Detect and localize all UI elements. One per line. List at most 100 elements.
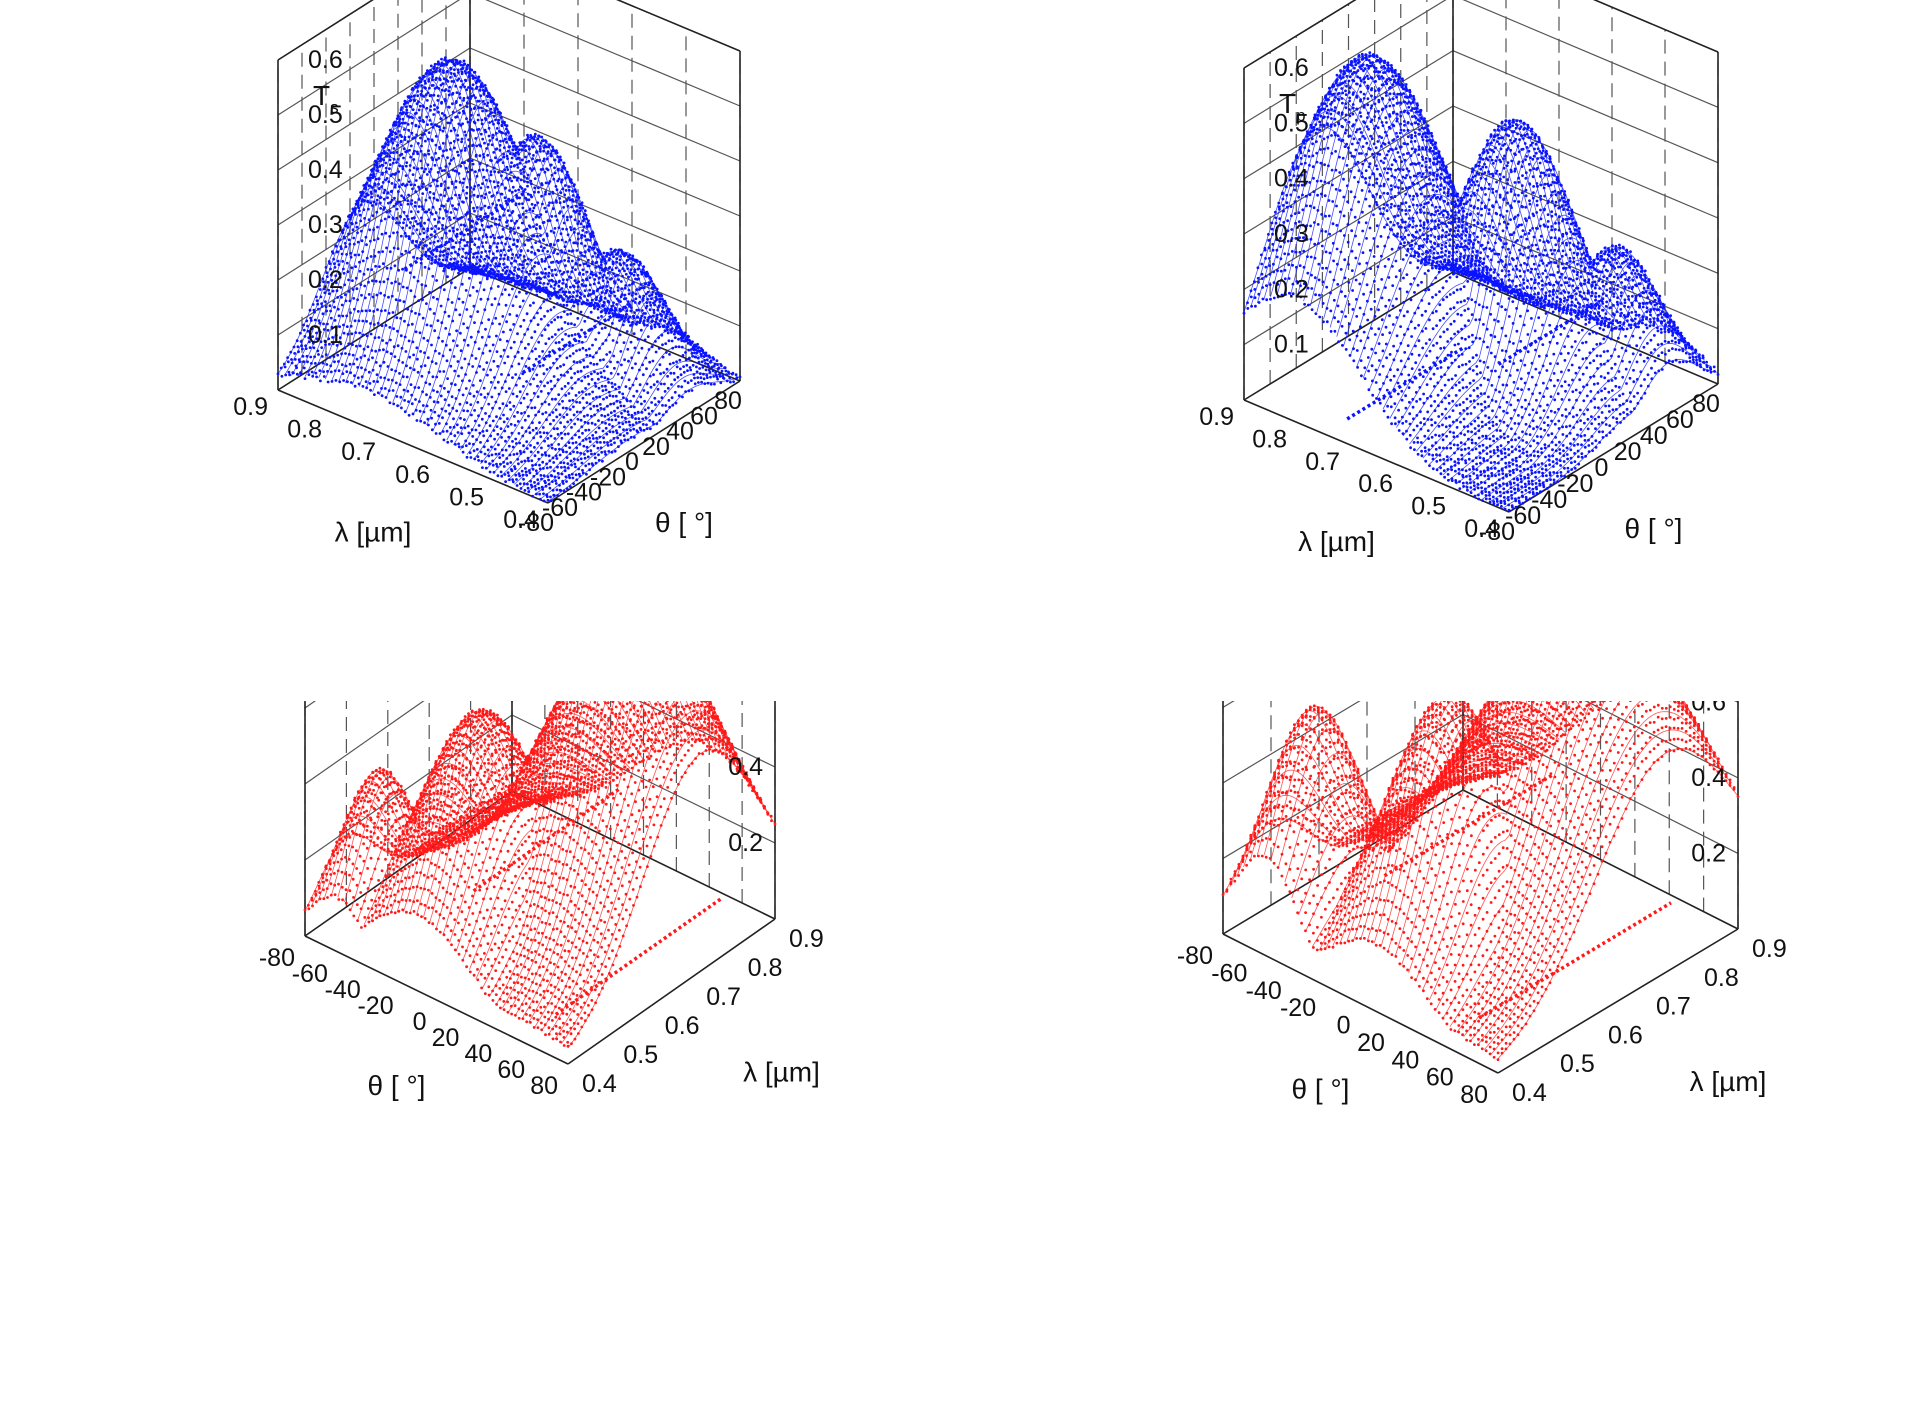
data-point — [602, 441, 606, 444]
data-point — [612, 272, 615, 276]
data-point — [670, 339, 674, 343]
data-point — [560, 466, 563, 469]
data-point — [1561, 433, 1565, 436]
data-point — [491, 419, 495, 423]
data-point — [571, 441, 575, 445]
data-point — [651, 359, 655, 363]
series-curve — [514, 313, 707, 485]
data-point — [557, 443, 561, 446]
data-point — [1618, 412, 1622, 416]
data-point — [696, 342, 699, 346]
data-point — [1565, 453, 1569, 456]
data-point — [647, 412, 651, 416]
data-point — [382, 348, 385, 352]
data-point — [536, 478, 540, 482]
data-point — [666, 386, 670, 390]
data-point — [1667, 340, 1670, 344]
series-curve — [453, 205, 646, 446]
data-point — [342, 331, 346, 335]
data-point — [700, 347, 703, 350]
data-point — [619, 439, 623, 443]
data-point — [463, 357, 467, 361]
data-point — [486, 225, 489, 229]
data-point — [1695, 361, 1699, 365]
data-point — [535, 142, 539, 145]
data-point — [676, 375, 680, 379]
data-point — [410, 322, 414, 326]
data-point — [505, 339, 509, 343]
data-point — [1513, 487, 1516, 491]
data-point — [1492, 500, 1495, 503]
data-point — [632, 332, 636, 336]
data-point — [1558, 440, 1561, 444]
data-point — [574, 268, 577, 271]
data-point — [643, 282, 647, 286]
data-point — [529, 269, 532, 273]
data-point — [342, 271, 346, 275]
data-point — [1495, 490, 1498, 494]
data-point — [1524, 495, 1528, 499]
chart-ts-blue: 0.40.50.60.70.80.9-80-60-40-200204060800… — [233, 0, 742, 548]
data-point — [477, 459, 480, 462]
data-point — [669, 371, 673, 375]
data-point — [573, 372, 577, 375]
data-point — [1612, 427, 1615, 431]
data-point — [455, 409, 459, 413]
data-point — [511, 480, 515, 484]
data-point — [582, 359, 585, 362]
data-point — [513, 164, 517, 167]
data-point — [384, 178, 387, 182]
data-point — [407, 400, 410, 403]
data-point — [465, 308, 469, 311]
data-point — [618, 262, 622, 266]
data-point — [538, 421, 541, 424]
data-point — [595, 362, 599, 366]
data-point — [494, 206, 497, 210]
data-point — [593, 456, 597, 460]
data-point — [448, 229, 452, 233]
data-point — [604, 421, 607, 425]
data-point — [503, 288, 507, 291]
data-point — [544, 342, 548, 345]
data-point — [486, 185, 490, 189]
data-point — [554, 479, 557, 483]
data-point — [525, 473, 529, 477]
data-point — [478, 99, 481, 103]
data-point — [474, 272, 478, 276]
data-point — [629, 399, 632, 403]
data-point — [314, 325, 318, 328]
data-point — [1639, 353, 1642, 357]
data-curves — [277, 58, 741, 502]
data-point — [574, 394, 578, 397]
data-point — [584, 387, 587, 390]
data-point — [581, 468, 584, 472]
data-point — [1593, 397, 1596, 401]
data-point — [641, 423, 645, 426]
data-point — [374, 202, 378, 206]
data-point — [616, 406, 620, 410]
series-curve — [392, 86, 585, 403]
data-point — [552, 493, 556, 497]
data-point — [1664, 352, 1667, 356]
data-point — [1599, 362, 1603, 366]
data-point — [603, 326, 607, 329]
data-point — [513, 283, 517, 286]
data-point — [521, 299, 525, 303]
data-point — [534, 487, 538, 491]
data-point — [657, 322, 661, 326]
data-point — [632, 427, 636, 431]
data-point — [443, 194, 446, 198]
data-point — [594, 430, 598, 434]
data-point — [509, 408, 512, 411]
data-point — [325, 271, 329, 275]
data-point — [627, 292, 631, 296]
data-point — [1635, 344, 1639, 348]
data-point — [510, 256, 514, 260]
data-point — [638, 321, 642, 324]
data-point — [584, 428, 588, 432]
data-point — [576, 317, 580, 320]
data-point — [511, 185, 515, 189]
data-point — [533, 177, 537, 181]
data-point — [596, 307, 600, 311]
data-point — [617, 278, 620, 282]
